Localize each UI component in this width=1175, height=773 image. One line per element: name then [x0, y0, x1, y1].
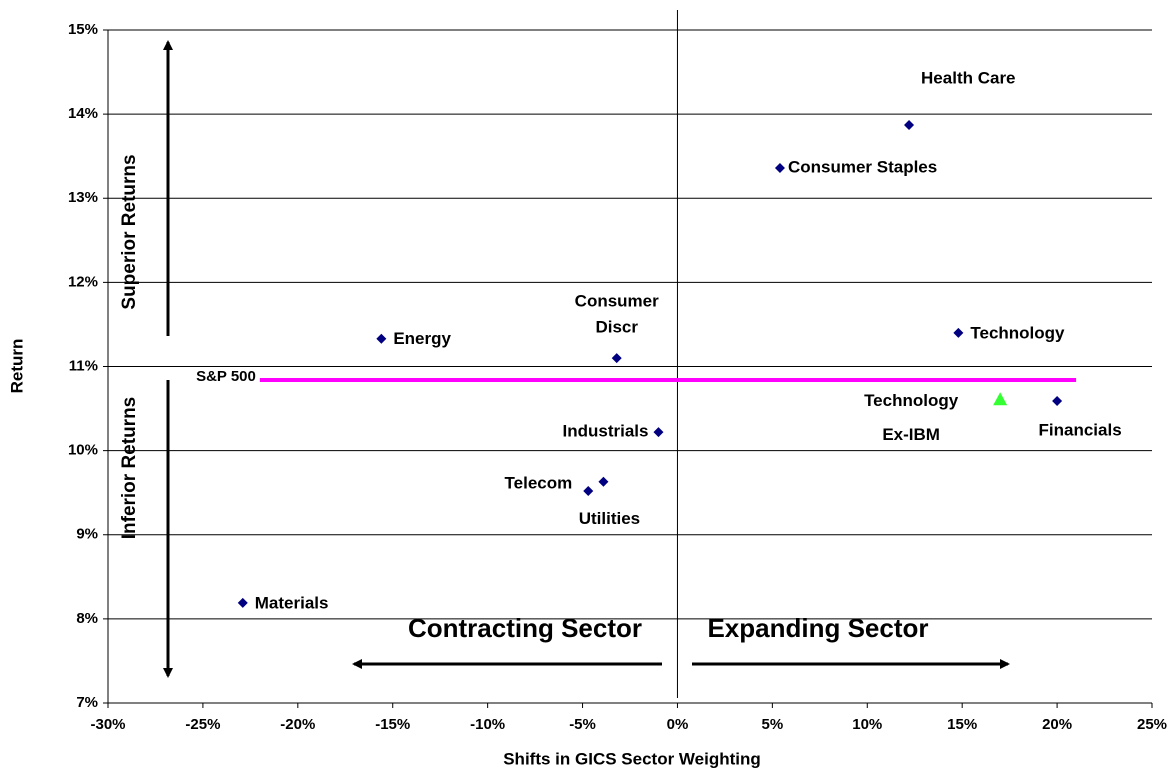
- point-label: Utilities: [579, 509, 640, 528]
- x-tick-label: -30%: [90, 716, 125, 733]
- point: [611, 353, 622, 364]
- y-tick-label: 9%: [76, 526, 98, 543]
- point-label: Energy: [393, 329, 451, 348]
- y-tick-label: 7%: [76, 694, 98, 711]
- x-tick-label: 0%: [667, 716, 689, 733]
- point: [376, 333, 387, 344]
- line-label: S&P 500: [196, 368, 256, 385]
- x-tick-label: -20%: [280, 716, 315, 733]
- point-label: Technology: [864, 391, 959, 410]
- point: [237, 597, 248, 608]
- point-label: Telecom: [505, 473, 573, 492]
- annotation: Superior Returns: [119, 154, 140, 309]
- x-tick-label: -10%: [470, 716, 505, 733]
- annotation: Contracting Sector: [408, 613, 642, 643]
- y-tick-label: 15%: [68, 21, 98, 38]
- y-tick-label: 13%: [68, 189, 98, 206]
- x-tick-label: 15%: [947, 716, 977, 733]
- point-label: Consumer Staples: [788, 157, 937, 176]
- x-tick-label: 5%: [762, 716, 784, 733]
- x-tick-label: -25%: [185, 716, 220, 733]
- y-tick-label: 14%: [68, 105, 98, 122]
- point: [904, 120, 915, 131]
- point: [774, 162, 785, 173]
- point-label: Ex-IBM: [882, 425, 940, 444]
- point: [1052, 395, 1063, 406]
- point-label: Consumer: [575, 292, 659, 311]
- point-label: Technology: [970, 323, 1065, 342]
- point-label: Materials: [255, 593, 329, 612]
- point: [953, 327, 964, 338]
- y-tick-label: 10%: [68, 442, 98, 459]
- y-tick-label: 8%: [76, 610, 98, 627]
- annotation: Expanding Sector: [707, 613, 928, 643]
- x-tick-label: 20%: [1042, 716, 1072, 733]
- annotation: Inferior Returns: [119, 397, 140, 540]
- point: [598, 476, 609, 487]
- x-axis-title: Shifts in GICS Sector Weighting: [503, 749, 761, 768]
- x-tick-label: -15%: [375, 716, 410, 733]
- point: [653, 427, 664, 438]
- y-tick-label: 12%: [68, 273, 98, 290]
- point-label: Discr: [595, 318, 638, 337]
- point-label: Industrials: [563, 422, 649, 441]
- x-tick-label: 10%: [852, 716, 882, 733]
- point: [583, 486, 594, 497]
- x-tick-label: -5%: [569, 716, 596, 733]
- y-axis-title: Return: [7, 339, 26, 394]
- x-tick-label: 25%: [1137, 716, 1167, 733]
- point-label: Financials: [1039, 420, 1122, 439]
- y-tick-label: 11%: [69, 357, 98, 374]
- point-label: Health Care: [921, 69, 1015, 88]
- point: [993, 392, 1008, 406]
